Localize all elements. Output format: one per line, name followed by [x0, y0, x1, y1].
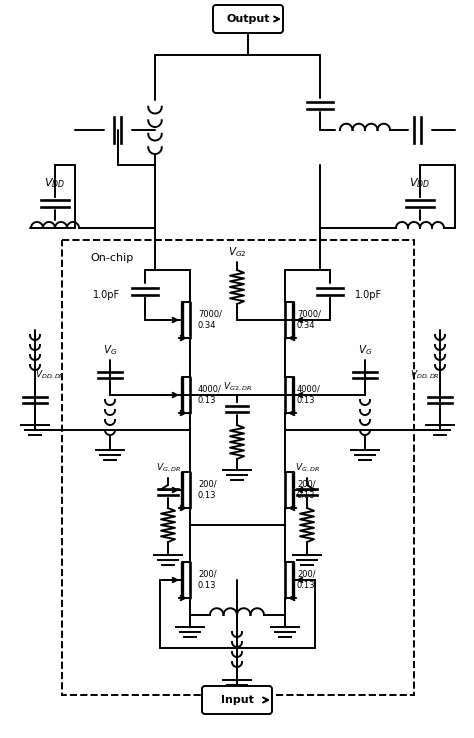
- Text: $V_{G,DR}$: $V_{G,DR}$: [155, 462, 181, 474]
- Text: 7000/
0.34: 7000/ 0.34: [198, 310, 222, 330]
- Text: 200/
0.13: 200/ 0.13: [198, 570, 217, 590]
- Text: $V_{DD,DR}$: $V_{DD,DR}$: [410, 369, 440, 381]
- Text: $V_{G2}$: $V_{G2}$: [228, 245, 246, 259]
- Text: $V_G$: $V_G$: [103, 343, 117, 357]
- Text: On-chip: On-chip: [90, 253, 133, 263]
- Text: Input: Input: [220, 695, 254, 705]
- Text: $V_{DD}$: $V_{DD}$: [45, 176, 65, 190]
- Text: $V_{G2,DR}$: $V_{G2,DR}$: [222, 381, 252, 393]
- Text: 1.0pF: 1.0pF: [93, 290, 120, 300]
- FancyBboxPatch shape: [213, 5, 283, 33]
- Text: 200/
0.13: 200/ 0.13: [297, 480, 316, 500]
- Text: 1.0pF: 1.0pF: [355, 290, 382, 300]
- FancyBboxPatch shape: [202, 686, 272, 714]
- Text: 200/
0.13: 200/ 0.13: [198, 480, 217, 500]
- Text: $V_{G,DR}$: $V_{G,DR}$: [294, 462, 319, 474]
- Text: $V_G$: $V_G$: [358, 343, 372, 357]
- Text: 4000/
0.13: 4000/ 0.13: [198, 385, 222, 405]
- Text: $V_{DD,DR}$: $V_{DD,DR}$: [35, 369, 65, 381]
- Text: 4000/
0.13: 4000/ 0.13: [297, 385, 321, 405]
- Text: 200/
0.13: 200/ 0.13: [297, 570, 316, 590]
- Text: $V_{DD}$: $V_{DD}$: [410, 176, 430, 190]
- Text: 7000/
0.34: 7000/ 0.34: [297, 310, 321, 330]
- Bar: [62, 240, 414, 695]
- Text: Output: Output: [226, 14, 270, 24]
